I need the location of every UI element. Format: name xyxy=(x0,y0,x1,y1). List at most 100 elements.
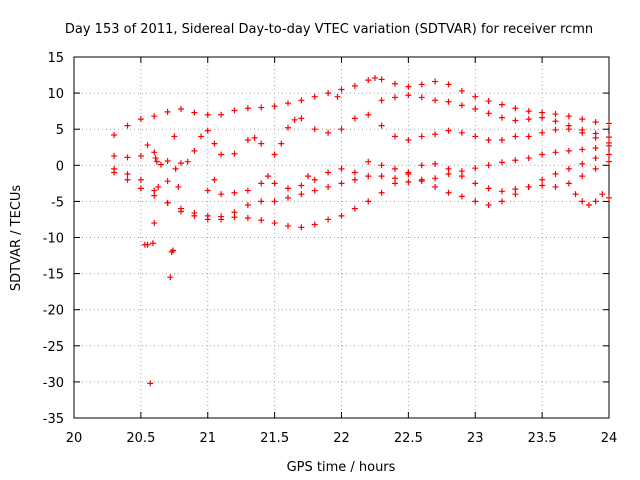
series-track-7 xyxy=(572,191,612,209)
data-point xyxy=(231,107,238,114)
data-point xyxy=(325,129,332,136)
data-point xyxy=(311,93,318,100)
data-point xyxy=(351,115,358,122)
data-point xyxy=(351,169,358,176)
data-point xyxy=(151,220,158,227)
data-point xyxy=(191,109,198,116)
data-point xyxy=(539,151,546,158)
data-point xyxy=(351,176,358,183)
data-points xyxy=(111,74,612,387)
data-point xyxy=(592,118,599,125)
data-point xyxy=(298,115,305,122)
data-point xyxy=(151,187,158,194)
data-point xyxy=(485,98,492,105)
x-tick-labels: 20 20.5 21 21.5 22 22.5 23 23.5 24 xyxy=(66,431,618,446)
data-point xyxy=(157,161,164,168)
x-tick-label: 21 xyxy=(199,431,216,446)
data-point xyxy=(565,113,572,120)
data-point xyxy=(164,199,171,206)
data-point xyxy=(151,149,158,156)
data-point xyxy=(149,240,156,247)
data-point xyxy=(458,193,465,200)
data-point xyxy=(151,192,158,199)
data-point xyxy=(579,146,586,153)
data-point xyxy=(258,198,265,205)
data-point xyxy=(445,189,452,196)
chart-title: Day 153 of 2011, Sidereal Day-to-day VTE… xyxy=(65,22,593,37)
data-point xyxy=(178,105,184,112)
data-point xyxy=(525,116,532,123)
data-point xyxy=(392,165,398,172)
series-outliers xyxy=(141,93,341,387)
data-point xyxy=(405,83,412,90)
data-point xyxy=(606,151,612,158)
data-point xyxy=(458,173,465,180)
data-point xyxy=(124,154,131,161)
data-point xyxy=(285,124,291,131)
data-point xyxy=(472,133,479,140)
data-point xyxy=(458,129,465,136)
data-point xyxy=(485,185,492,192)
series-track-5 xyxy=(111,158,612,231)
data-point xyxy=(204,127,211,134)
data-point xyxy=(325,90,332,97)
data-point xyxy=(418,81,425,88)
data-point xyxy=(365,173,372,180)
data-point xyxy=(338,126,345,133)
data-point xyxy=(592,155,599,162)
data-point xyxy=(218,213,225,220)
data-point xyxy=(351,82,358,89)
data-point xyxy=(204,111,211,118)
data-point xyxy=(579,173,586,180)
y-tick-label: -30 xyxy=(43,376,64,391)
data-point xyxy=(137,185,144,192)
data-point xyxy=(592,165,599,172)
data-point xyxy=(485,202,492,209)
data-point xyxy=(499,159,505,166)
data-point xyxy=(552,126,559,133)
data-point xyxy=(499,114,505,121)
data-point xyxy=(211,176,218,183)
data-point xyxy=(258,217,265,224)
data-point xyxy=(151,113,158,120)
data-point xyxy=(499,198,505,205)
data-point xyxy=(512,186,519,193)
data-point xyxy=(218,191,225,198)
data-point xyxy=(392,175,398,182)
data-point xyxy=(338,212,345,219)
data-point xyxy=(111,131,118,138)
data-point xyxy=(445,81,452,88)
data-point xyxy=(378,122,385,129)
data-point xyxy=(298,182,305,189)
data-point xyxy=(539,114,546,121)
data-point xyxy=(311,187,318,194)
data-point xyxy=(552,111,559,118)
data-point xyxy=(472,180,479,187)
data-point xyxy=(565,147,572,154)
data-point xyxy=(311,176,318,183)
data-point xyxy=(285,100,291,107)
data-point xyxy=(124,122,131,129)
data-point xyxy=(124,170,131,177)
data-point xyxy=(472,165,479,172)
y-tick-label: 10 xyxy=(47,87,64,102)
data-point xyxy=(472,93,479,100)
data-point xyxy=(264,173,271,180)
data-point xyxy=(592,134,599,141)
x-tick-label: 22 xyxy=(333,431,350,446)
data-point xyxy=(169,247,176,254)
data-point xyxy=(285,185,291,192)
data-point xyxy=(585,202,592,209)
data-point xyxy=(378,189,385,196)
data-point xyxy=(458,87,465,94)
data-point xyxy=(606,120,612,127)
series-track-4 xyxy=(111,142,612,223)
data-point xyxy=(231,209,238,216)
data-point xyxy=(552,149,559,156)
data-point xyxy=(432,131,439,138)
data-point xyxy=(155,183,162,190)
data-point xyxy=(204,187,211,194)
data-point xyxy=(432,97,439,104)
data-point xyxy=(278,140,285,147)
